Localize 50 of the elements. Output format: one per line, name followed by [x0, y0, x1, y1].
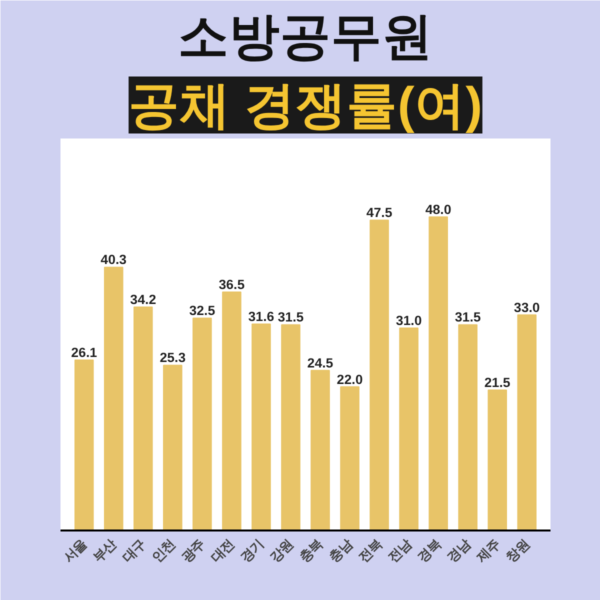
data-label: 31.0 [396, 312, 422, 328]
data-label: 48.0 [425, 202, 452, 217]
bar [399, 327, 418, 530]
data-label: 25.3 [160, 350, 186, 366]
data-label: 31.5 [454, 310, 482, 325]
x-tick-label: 창원 [503, 536, 532, 566]
data-label: 47.5 [366, 205, 393, 220]
x-tick-label: 전남 [385, 536, 414, 566]
x-tick-label: 경기 [238, 536, 267, 566]
bar [134, 306, 153, 530]
x-tick-label: 충남 [326, 536, 356, 566]
x-tick-label: 전북 [356, 536, 385, 566]
data-label: 22.0 [336, 372, 363, 387]
data-label: 33.0 [514, 300, 540, 315]
x-tick-label: 서울 [60, 536, 90, 566]
bar [310, 370, 330, 530]
bar [222, 292, 242, 530]
bar [163, 364, 182, 530]
x-tick-label: 인천 [148, 536, 178, 566]
x-tick-label: 경북 [414, 536, 444, 566]
data-label: 36.5 [218, 277, 246, 292]
x-tick-label: 광주 [178, 536, 208, 566]
x-tick-label: 강원 [267, 536, 296, 566]
data-label: 31.5 [278, 310, 304, 325]
bar [252, 324, 271, 530]
chart-title: 소방공무원 [178, 8, 433, 64]
x-tick-label: 대전 [208, 536, 238, 566]
data-label: 34.2 [130, 292, 156, 308]
data-label: 26.1 [71, 344, 98, 360]
bar [104, 266, 124, 530]
bar [428, 216, 448, 530]
bar [192, 318, 212, 530]
bar [340, 386, 360, 530]
data-label: 40.3 [100, 252, 127, 268]
data-label: 24.5 [307, 355, 334, 370]
x-tick-label: 부산 [90, 536, 119, 566]
x-tick-label: 대구 [119, 536, 148, 566]
bar [488, 390, 508, 530]
data-label: 21.5 [484, 375, 511, 390]
x-tick-label: 충북 [296, 536, 326, 566]
data-label: 31.6 [248, 309, 274, 324]
data-label: 32.5 [189, 303, 216, 318]
bar [281, 324, 300, 530]
chart-subtitle: 공채 경쟁률(여) [128, 76, 482, 134]
bar [370, 220, 389, 530]
bar [517, 314, 537, 530]
bar [74, 359, 94, 530]
bar [458, 324, 478, 530]
x-tick-label: 제주 [472, 536, 503, 566]
x-tick-label: 경남 [444, 536, 474, 566]
